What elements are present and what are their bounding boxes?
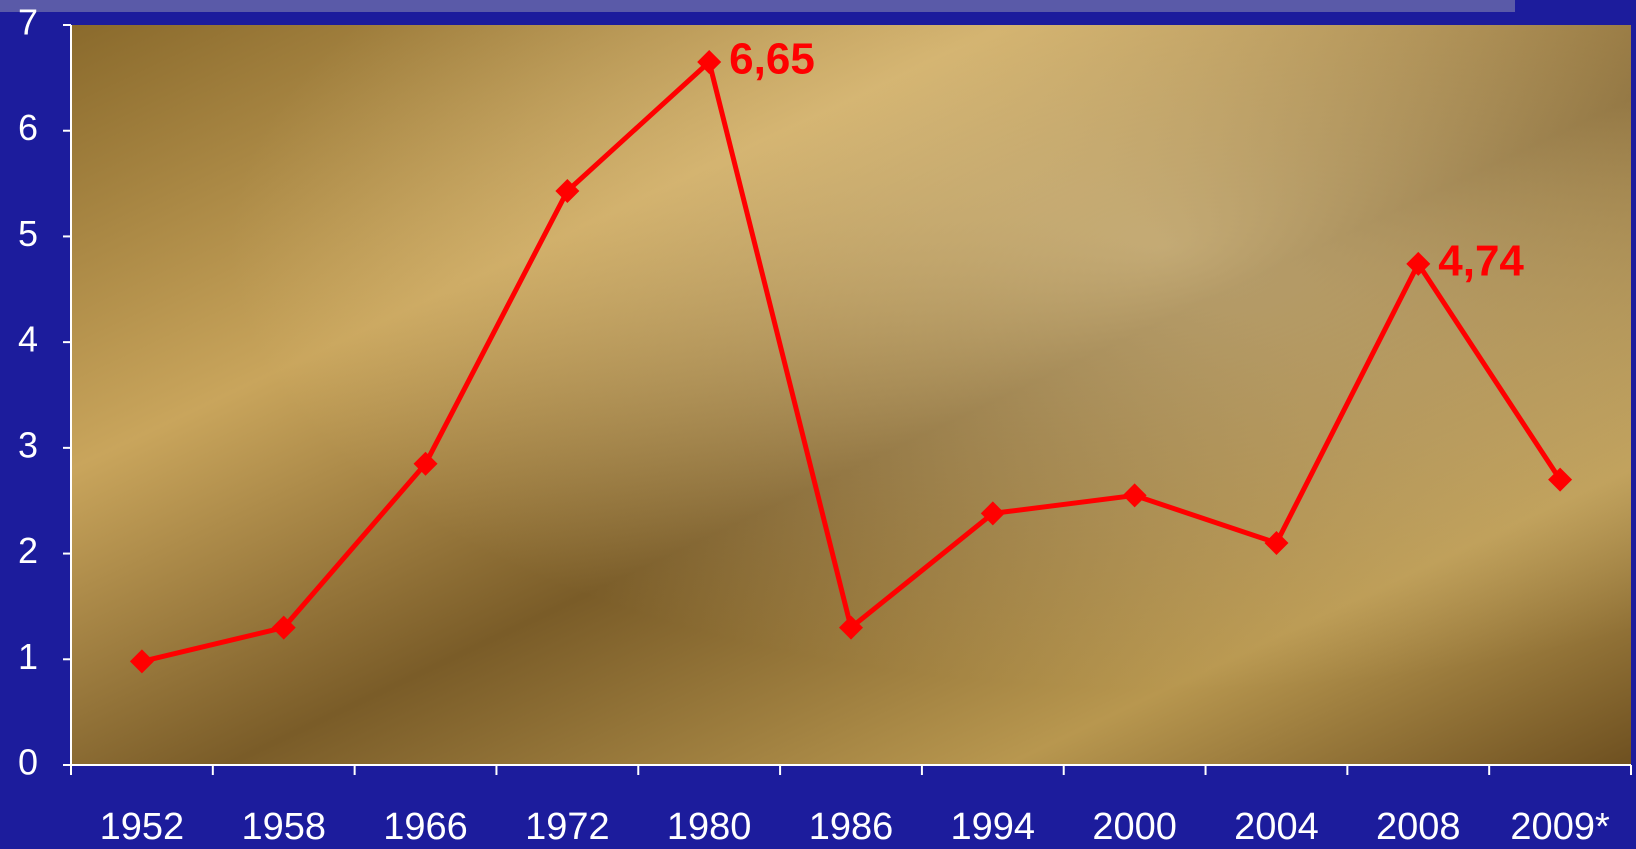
- y-tick-label: 4: [18, 319, 38, 360]
- y-tick-label: 1: [18, 636, 38, 677]
- x-tick-label: 2009*: [1510, 806, 1610, 848]
- x-tick-label: 2000: [1092, 806, 1177, 848]
- point-marker: [1548, 467, 1573, 492]
- y-tick-label: 5: [18, 213, 38, 254]
- x-tick-label: 1980: [667, 806, 752, 848]
- x-tick-label: 1958: [241, 806, 326, 848]
- point-marker: [697, 50, 722, 74]
- point-marker: [1406, 251, 1431, 276]
- y-tick-label: 2: [18, 530, 38, 571]
- y-tick-label: 7: [18, 2, 38, 43]
- x-tick-label: 2004: [1234, 806, 1319, 848]
- point-marker: [413, 451, 438, 476]
- point-marker: [271, 615, 296, 640]
- top-strip: [0, 0, 1515, 12]
- point-marker: [1122, 483, 1147, 508]
- x-tick-label: 1994: [951, 806, 1036, 848]
- point-marker: [980, 501, 1005, 526]
- x-tick-label: 1966: [383, 806, 468, 848]
- point-marker: [839, 615, 863, 640]
- point-marker: [129, 649, 154, 674]
- y-tick-label: 0: [18, 742, 38, 783]
- value-label: 4,74: [1438, 237, 1524, 286]
- x-tick-label: 1986: [809, 806, 894, 848]
- point-marker: [555, 178, 580, 203]
- value-label: 6,65: [729, 35, 815, 84]
- x-tick-label: 2008: [1376, 806, 1461, 848]
- plot-photo-glow: [71, 25, 1631, 765]
- x-tick-label: 1972: [525, 806, 610, 848]
- y-tick-label: 6: [18, 107, 38, 148]
- point-marker: [1264, 531, 1289, 555]
- y-tick-label: 3: [18, 424, 38, 465]
- x-tick-label: 1952: [100, 806, 185, 848]
